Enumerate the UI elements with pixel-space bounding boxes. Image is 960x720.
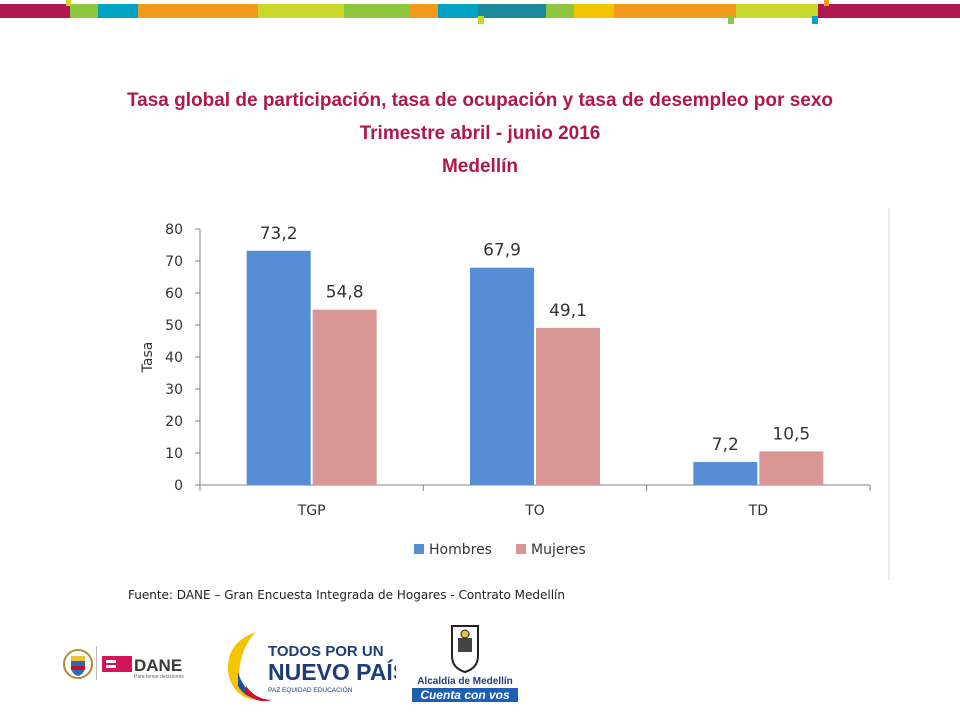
- colombia-shield-logo: [63, 649, 93, 679]
- x-category-label: TO: [524, 503, 545, 519]
- data-labels-group: 73,2 67,9 7,2 54,8 49,1 10,5: [260, 224, 811, 455]
- source-note: Fuente: DANE – Gran Encuesta Integrada d…: [128, 588, 565, 602]
- top-color-stripe: [0, 0, 960, 24]
- bar: [246, 250, 311, 485]
- todos-logo-line3: PAZ EQUIDAD EDUCACIÓN: [268, 685, 353, 694]
- y-tick-label: 30: [165, 382, 183, 398]
- legend-label: Mujeres: [531, 542, 586, 558]
- bar-data-label: 67,9: [483, 241, 521, 261]
- alcaldia-medellin-logo: Alcaldía de Medellín Cuenta con vos: [412, 625, 518, 702]
- chart-subtitle-city: Medellín: [441, 156, 518, 177]
- category-labels-group: TGP TO TD: [297, 503, 768, 519]
- y-tick-label: 10: [165, 446, 183, 462]
- legend-swatch: [516, 544, 526, 554]
- legend-swatch: [414, 544, 424, 554]
- x-category-label: TD: [748, 503, 768, 519]
- chart-title: Tasa global de participación, tasa de oc…: [126, 90, 834, 111]
- dane-logo: DANE Para tomar decisiones: [102, 656, 184, 680]
- bar: [759, 451, 824, 485]
- y-axis-ticks: 0 10 20 30 40 50 60 70 80: [165, 222, 200, 494]
- y-tick-label: 50: [165, 318, 183, 334]
- y-tick-label: 40: [165, 350, 183, 366]
- y-tick-label: 80: [165, 222, 183, 238]
- bar: [536, 327, 600, 485]
- bar-chart: 0 10 20 30 40 50 60 70 80 73,2 67,9 7,2 54,8 49,1 10,…: [140, 208, 890, 580]
- y-tick-label: 0: [174, 478, 183, 494]
- dane-logo-tagline: Para tomar decisiones: [134, 674, 184, 680]
- bar-data-label: 54,8: [326, 283, 364, 303]
- legend: Hombres Mujeres: [414, 542, 586, 558]
- bar: [312, 309, 377, 485]
- alcaldia-logo-line2: Cuenta con vos: [420, 688, 510, 702]
- bar-data-label: 10,5: [772, 424, 810, 444]
- bar-data-label: 7,2: [712, 435, 739, 455]
- dane-logo-text: DANE: [134, 656, 182, 675]
- todos-logo-line2: NUEVO PAÍS: [268, 658, 396, 685]
- bar-data-label: 73,2: [260, 224, 298, 244]
- y-tick-label: 20: [165, 414, 183, 430]
- legend-label: Hombres: [429, 542, 492, 558]
- bars-group: [246, 250, 824, 485]
- todos-logo-line1: TODOS POR UN: [268, 643, 384, 660]
- y-tick-label: 60: [165, 286, 183, 302]
- bar: [693, 461, 758, 485]
- alcaldia-logo-line1: Alcaldía de Medellín: [417, 676, 513, 687]
- chart-subtitle-period: Trimestre abril - junio 2016: [359, 123, 601, 144]
- bar-data-label: 49,1: [549, 301, 587, 321]
- x-axis-ticks: [199, 485, 871, 491]
- x-category-label: TGP: [297, 503, 326, 519]
- logo-divider: [96, 646, 97, 680]
- todos-por-un-nuevo-pais-logo: TODOS POR UN NUEVO PAÍS PAZ EQUIDAD EDUC…: [227, 632, 396, 702]
- y-tick-label: 70: [165, 254, 183, 270]
- y-axis-label: Tasa: [140, 342, 156, 374]
- bar: [470, 267, 534, 485]
